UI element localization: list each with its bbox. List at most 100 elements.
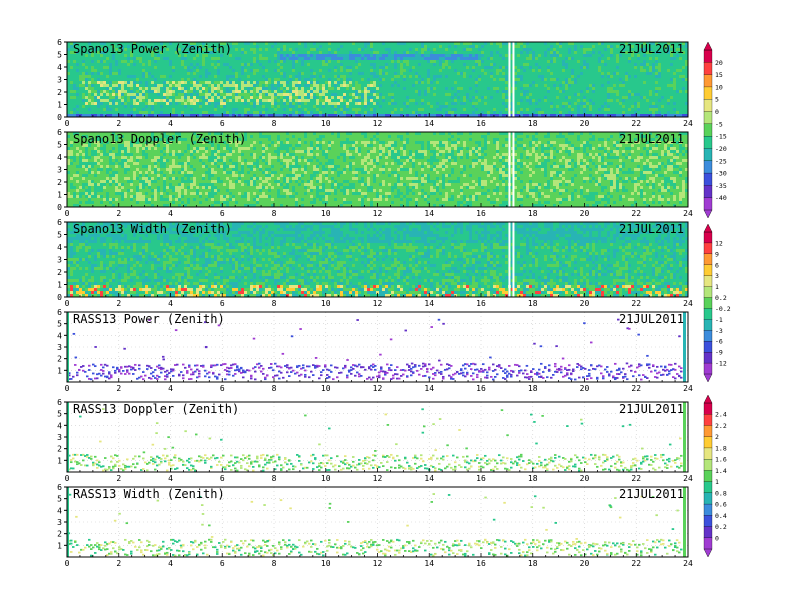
heatmap-cell — [475, 108, 478, 111]
heatmap-cell — [283, 54, 286, 57]
heatmap-cell — [562, 54, 565, 57]
heatmap-cell — [316, 90, 319, 93]
heatmap-cell — [115, 75, 118, 78]
heatmap-cell — [238, 69, 241, 72]
heatmap-cell — [658, 108, 661, 111]
heatmap-cell — [610, 69, 613, 72]
heatmap-cell — [388, 84, 391, 87]
heatmap-cell — [373, 45, 376, 48]
heatmap-cell — [295, 105, 298, 108]
heatmap-cell — [172, 60, 175, 63]
heatmap-cell — [184, 60, 187, 63]
heatmap-cell — [610, 63, 613, 66]
heatmap-cell — [610, 90, 613, 93]
heatmap-cell — [559, 48, 562, 51]
heatmap-cell — [304, 69, 307, 72]
heatmap-cell — [445, 78, 448, 81]
heatmap-cell — [460, 54, 463, 57]
heatmap-cell — [439, 87, 442, 90]
heatmap-cell — [457, 105, 460, 108]
heatmap-cell — [217, 105, 220, 108]
heatmap-cell — [580, 108, 583, 111]
heatmap-cell — [406, 96, 409, 99]
heatmap-cell — [574, 72, 577, 75]
heatmap-cell — [604, 93, 607, 96]
heatmap-cell — [283, 93, 286, 96]
heatmap-cell — [421, 96, 424, 99]
heatmap-cell — [349, 54, 352, 57]
heatmap-cell — [211, 90, 214, 93]
heatmap-cell — [637, 90, 640, 93]
heatmap-cell — [259, 90, 262, 93]
heatmap-cell — [358, 48, 361, 51]
heatmap-cell — [118, 105, 121, 108]
heatmap-cell — [643, 75, 646, 78]
heatmap-cell — [457, 84, 460, 87]
heatmap-cell — [634, 66, 637, 69]
heatmap-cell — [241, 81, 244, 84]
heatmap-cell — [565, 63, 568, 66]
heatmap-cell — [613, 111, 616, 114]
heatmap-cell — [382, 84, 385, 87]
heatmap-cell — [76, 105, 79, 108]
heatmap-cell — [163, 84, 166, 87]
heatmap-cell — [256, 81, 259, 84]
heatmap-cell — [247, 63, 250, 66]
heatmap-cell — [184, 93, 187, 96]
heatmap-cell — [505, 87, 508, 90]
heatmap-cell — [349, 102, 352, 105]
heatmap-cell — [457, 48, 460, 51]
heatmap-cell — [379, 102, 382, 105]
heatmap-cell — [586, 96, 589, 99]
heatmap-cell — [394, 45, 397, 48]
heatmap-cell — [322, 45, 325, 48]
heatmap-cell — [547, 60, 550, 63]
heatmap-cell — [178, 81, 181, 84]
heatmap-cell — [364, 102, 367, 105]
heatmap-cell — [352, 54, 355, 57]
heatmap-cell — [499, 45, 502, 48]
heatmap-cell — [445, 90, 448, 93]
heatmap-cell — [448, 54, 451, 57]
heatmap-cell — [436, 111, 439, 114]
heatmap-cell — [187, 57, 190, 60]
heatmap-cell — [271, 99, 274, 102]
heatmap-cell — [181, 57, 184, 60]
panel-1: 01234560 2 4 6 8 10 12 14 16 18 20 22 24Spano13 Powe… — [57, 38, 693, 128]
heatmap-cell — [565, 54, 568, 57]
heatmap-cell — [580, 99, 583, 102]
heatmap-cell — [268, 72, 271, 75]
heatmap-cell — [640, 90, 643, 93]
heatmap-cell — [361, 108, 364, 111]
heatmap-cell — [175, 105, 178, 108]
heatmap-cell — [478, 69, 481, 72]
heatmap-cell — [289, 78, 292, 81]
heatmap-cell — [562, 78, 565, 81]
heatmap-cell — [292, 78, 295, 81]
heatmap-cell — [565, 51, 568, 54]
heatmap-cell — [301, 45, 304, 48]
heatmap-cell — [133, 84, 136, 87]
heatmap-cell — [493, 111, 496, 114]
heatmap-cell — [385, 102, 388, 105]
heatmap-cell — [628, 111, 631, 114]
heatmap-cell — [262, 51, 265, 54]
heatmap-cell — [349, 69, 352, 72]
heatmap-cell — [529, 78, 532, 81]
heatmap-cell — [655, 78, 658, 81]
heatmap-cell — [307, 60, 310, 63]
heatmap-cell — [358, 105, 361, 108]
heatmap-cell — [502, 57, 505, 60]
heatmap-cell — [109, 93, 112, 96]
heatmap-cell — [223, 90, 226, 93]
heatmap-cell — [115, 69, 118, 72]
heatmap-cell — [166, 93, 169, 96]
heatmap-cell — [271, 60, 274, 63]
heatmap-cell — [103, 108, 106, 111]
heatmap-cell — [442, 108, 445, 111]
heatmap-cell — [109, 105, 112, 108]
heatmap-cell — [343, 75, 346, 78]
heatmap-cell — [211, 93, 214, 96]
heatmap-cell — [190, 87, 193, 90]
heatmap-cell — [376, 93, 379, 96]
